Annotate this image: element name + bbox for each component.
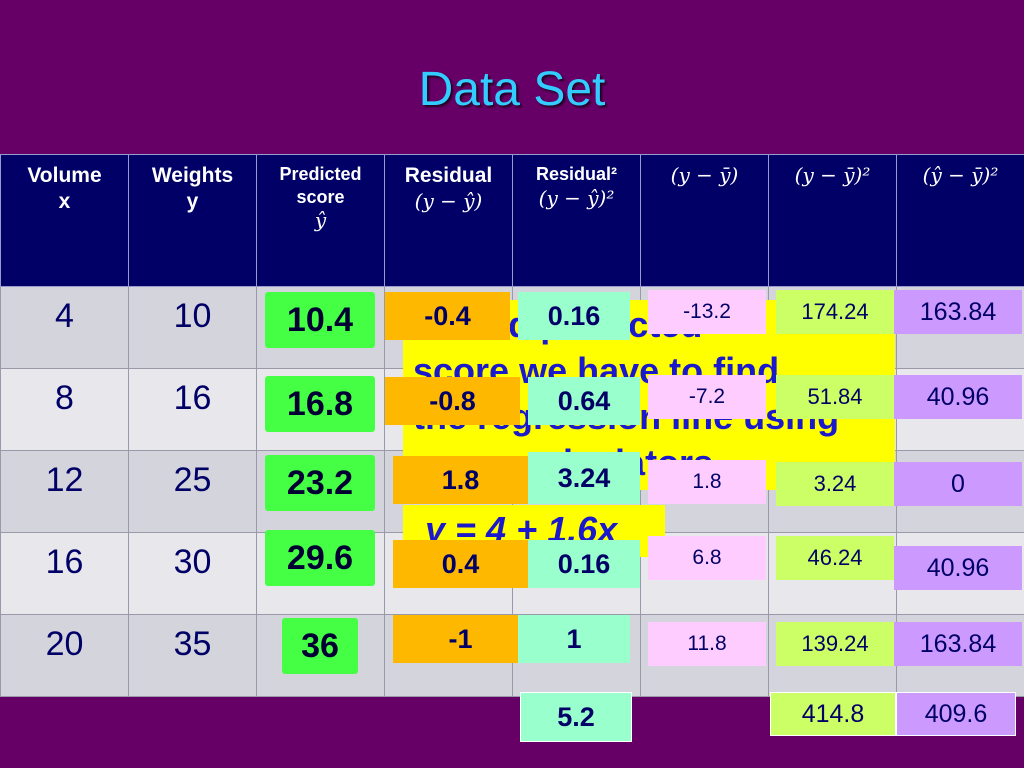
residual-squared-box: 1	[518, 615, 630, 663]
deviation-squared-box: 174.24	[776, 290, 894, 334]
predicted-score-box: 16.8	[265, 376, 375, 432]
deviation-box: 6.8	[648, 536, 766, 580]
header-weights: Weights y	[128, 154, 257, 287]
deviation-box: 11.8	[648, 622, 766, 666]
slide-title: Data Set	[418, 63, 606, 116]
header-deviation-formula: (y − ȳ)	[670, 163, 739, 187]
header-predicted-symbol: ŷ	[314, 208, 327, 232]
header-deviation-squared-formula: (y − ȳ)²	[794, 163, 871, 187]
residual-squared-total: 5.2	[520, 692, 632, 742]
deviation-box: -13.2	[648, 290, 766, 334]
predicted-deviation-squared-box: 163.84	[894, 622, 1022, 666]
deviation-squared-box: 51.84	[776, 375, 894, 419]
deviation-box: -7.2	[648, 375, 766, 419]
predicted-score-box: 10.4	[265, 292, 375, 348]
deviation-box: 1.8	[648, 460, 766, 504]
residual-squared-box: 3.24	[528, 452, 640, 504]
predicted-deviation-squared-total: 409.6	[896, 692, 1016, 736]
residual-box: 0.4	[393, 540, 528, 588]
header-weights-symbol: y	[186, 190, 199, 214]
cell-x: 8	[0, 368, 129, 451]
predicted-deviation-squared-box: 40.96	[894, 375, 1022, 419]
residual-box: -0.8	[385, 377, 520, 425]
header-residual-formula: (y − ŷ)	[414, 189, 483, 214]
cell-y: 10	[128, 286, 257, 369]
deviation-squared-box: 139.24	[776, 622, 894, 666]
cell-x: 20	[0, 614, 129, 697]
predicted-deviation-squared-box: 0	[894, 462, 1022, 506]
header-residual: Residual (y − ŷ)	[384, 154, 513, 287]
header-predicted-deviation-squared: (ŷ − ȳ)²	[896, 154, 1024, 287]
residual-box: 1.8	[393, 456, 528, 504]
header-predicted-deviation-squared-formula: (ŷ − ȳ)²	[922, 163, 999, 187]
header-predicted-label: Predicted	[279, 164, 362, 184]
predicted-deviation-squared-box: 163.84	[894, 290, 1022, 334]
cell-y: 30	[128, 532, 257, 615]
residual-box: -1	[393, 615, 528, 663]
deviation-squared-box: 3.24	[776, 462, 894, 506]
deviation-squared-box: 46.24	[776, 536, 894, 580]
cell-x: 12	[0, 450, 129, 533]
predicted-score-box: 36	[282, 618, 358, 674]
header-residual-squared-label: Residual²	[535, 164, 618, 184]
header-volume: Volume x	[0, 154, 129, 287]
residual-squared-box: 0.16	[518, 292, 630, 340]
cell-x: 4	[0, 286, 129, 369]
header-predicted-label-2: score	[296, 186, 345, 207]
residual-box: -0.4	[385, 292, 510, 340]
header-residual-label: Residual	[404, 164, 493, 187]
residual-squared-box: 0.64	[528, 377, 640, 425]
predicted-score-box: 23.2	[265, 455, 375, 511]
residual-squared-box: 0.16	[528, 540, 640, 588]
header-predicted: Predicted score ŷ	[256, 154, 385, 287]
predicted-score-box: 29.6	[265, 530, 375, 586]
cell-y: 16	[128, 368, 257, 451]
cell-x: 16	[0, 532, 129, 615]
header-volume-symbol: x	[58, 190, 71, 214]
header-deviation-squared: (y − ȳ)²	[768, 154, 897, 287]
predicted-deviation-squared-box: 40.96	[894, 546, 1022, 590]
deviation-squared-total: 414.8	[770, 692, 896, 736]
header-volume-label: Volume	[27, 164, 102, 187]
header-residual-squared: Residual² (y − ŷ)²	[512, 154, 641, 287]
header-deviation: (y − ȳ)	[640, 154, 769, 287]
cell-y: 35	[128, 614, 257, 697]
cell-y: 25	[128, 450, 257, 533]
header-residual-squared-formula: (y − ŷ)²	[538, 185, 615, 210]
header-weights-label: Weights	[151, 164, 234, 187]
